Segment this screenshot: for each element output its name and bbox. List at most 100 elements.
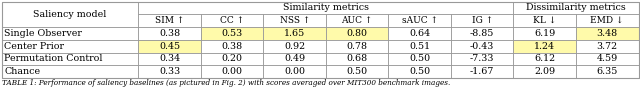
Bar	[326, 27, 388, 40]
Bar	[388, 14, 451, 27]
Bar	[513, 53, 576, 65]
Text: 3.48: 3.48	[596, 29, 618, 38]
Bar	[576, 14, 639, 27]
Bar	[576, 53, 639, 65]
Bar	[326, 14, 388, 27]
Text: 0.51: 0.51	[409, 42, 430, 51]
Text: 1.65: 1.65	[284, 29, 305, 38]
Text: Permutation Control: Permutation Control	[4, 54, 103, 63]
Bar	[138, 53, 201, 65]
Bar	[264, 40, 326, 53]
Text: 0.45: 0.45	[159, 42, 180, 51]
Bar	[138, 1, 513, 14]
Bar	[201, 53, 264, 65]
Bar	[138, 40, 201, 53]
Bar	[201, 14, 264, 27]
Bar	[138, 14, 201, 27]
Bar	[451, 14, 513, 27]
Bar	[1, 65, 138, 78]
Bar	[264, 27, 326, 40]
Bar	[451, 40, 513, 53]
Bar	[576, 65, 639, 78]
Bar	[201, 14, 264, 27]
Text: 3.72: 3.72	[596, 42, 618, 51]
Text: 0.50: 0.50	[409, 54, 430, 63]
Text: TABLE 1: Performance of saliency baselines (as pictured in Fig. 2) with scores a: TABLE 1: Performance of saliency baselin…	[1, 79, 450, 87]
Bar	[264, 53, 326, 65]
Bar	[513, 27, 576, 40]
Bar	[576, 27, 639, 40]
Bar	[326, 65, 388, 78]
Bar	[138, 1, 513, 14]
Text: Dissimilarity metrics: Dissimilarity metrics	[526, 3, 626, 12]
Text: IG ↑: IG ↑	[472, 16, 493, 25]
Bar	[1, 1, 138, 27]
Bar	[576, 40, 639, 53]
Bar	[264, 40, 326, 53]
Text: -0.43: -0.43	[470, 42, 495, 51]
Bar	[576, 27, 639, 40]
Bar	[513, 14, 576, 27]
Bar	[264, 53, 326, 65]
Bar	[513, 14, 576, 27]
Text: 0.34: 0.34	[159, 54, 180, 63]
Text: 0.78: 0.78	[347, 42, 368, 51]
Bar	[326, 27, 388, 40]
Bar	[451, 53, 513, 65]
Bar	[576, 14, 639, 27]
Text: EMD ↓: EMD ↓	[591, 16, 624, 25]
Bar	[451, 65, 513, 78]
Text: 0.20: 0.20	[221, 54, 243, 63]
Bar	[264, 14, 326, 27]
Text: -8.85: -8.85	[470, 29, 495, 38]
Bar	[326, 40, 388, 53]
Bar	[1, 1, 138, 27]
Text: -1.67: -1.67	[470, 67, 495, 76]
Bar	[138, 65, 201, 78]
Bar	[513, 27, 576, 40]
Bar	[451, 27, 513, 40]
Bar	[326, 14, 388, 27]
Bar	[1, 40, 138, 53]
Text: 0.64: 0.64	[409, 29, 430, 38]
Text: 6.35: 6.35	[596, 67, 618, 76]
Bar	[201, 40, 264, 53]
Bar	[513, 1, 639, 14]
Bar	[451, 53, 513, 65]
Bar	[451, 65, 513, 78]
Bar	[513, 1, 639, 14]
Bar	[388, 27, 451, 40]
Text: 0.00: 0.00	[221, 67, 243, 76]
Text: 0.53: 0.53	[221, 29, 243, 38]
Text: KL ↓: KL ↓	[533, 16, 556, 25]
Text: Saliency model: Saliency model	[33, 10, 107, 19]
Text: 1.24: 1.24	[534, 42, 556, 51]
Text: CC ↑: CC ↑	[220, 16, 244, 25]
Bar	[388, 14, 451, 27]
Bar	[326, 53, 388, 65]
Text: 4.59: 4.59	[596, 54, 618, 63]
Bar	[264, 65, 326, 78]
Bar	[1, 53, 138, 65]
Bar	[513, 65, 576, 78]
Text: SIM ↑: SIM ↑	[155, 16, 184, 25]
Bar	[1, 1, 639, 78]
Text: Center Prior: Center Prior	[4, 42, 65, 51]
Bar	[1, 27, 138, 40]
Text: 0.00: 0.00	[284, 67, 305, 76]
Bar	[388, 40, 451, 53]
Text: 0.68: 0.68	[347, 54, 368, 63]
Bar	[513, 40, 576, 53]
Text: Single Observer: Single Observer	[4, 29, 83, 38]
Bar	[138, 27, 201, 40]
Text: 0.50: 0.50	[347, 67, 368, 76]
Text: sAUC ↑: sAUC ↑	[402, 16, 438, 25]
Bar	[1, 53, 138, 65]
Text: 0.38: 0.38	[159, 29, 180, 38]
Bar	[264, 27, 326, 40]
Bar	[388, 53, 451, 65]
Bar	[326, 65, 388, 78]
Bar	[1, 40, 138, 53]
Bar	[138, 40, 201, 53]
Bar	[451, 14, 513, 27]
